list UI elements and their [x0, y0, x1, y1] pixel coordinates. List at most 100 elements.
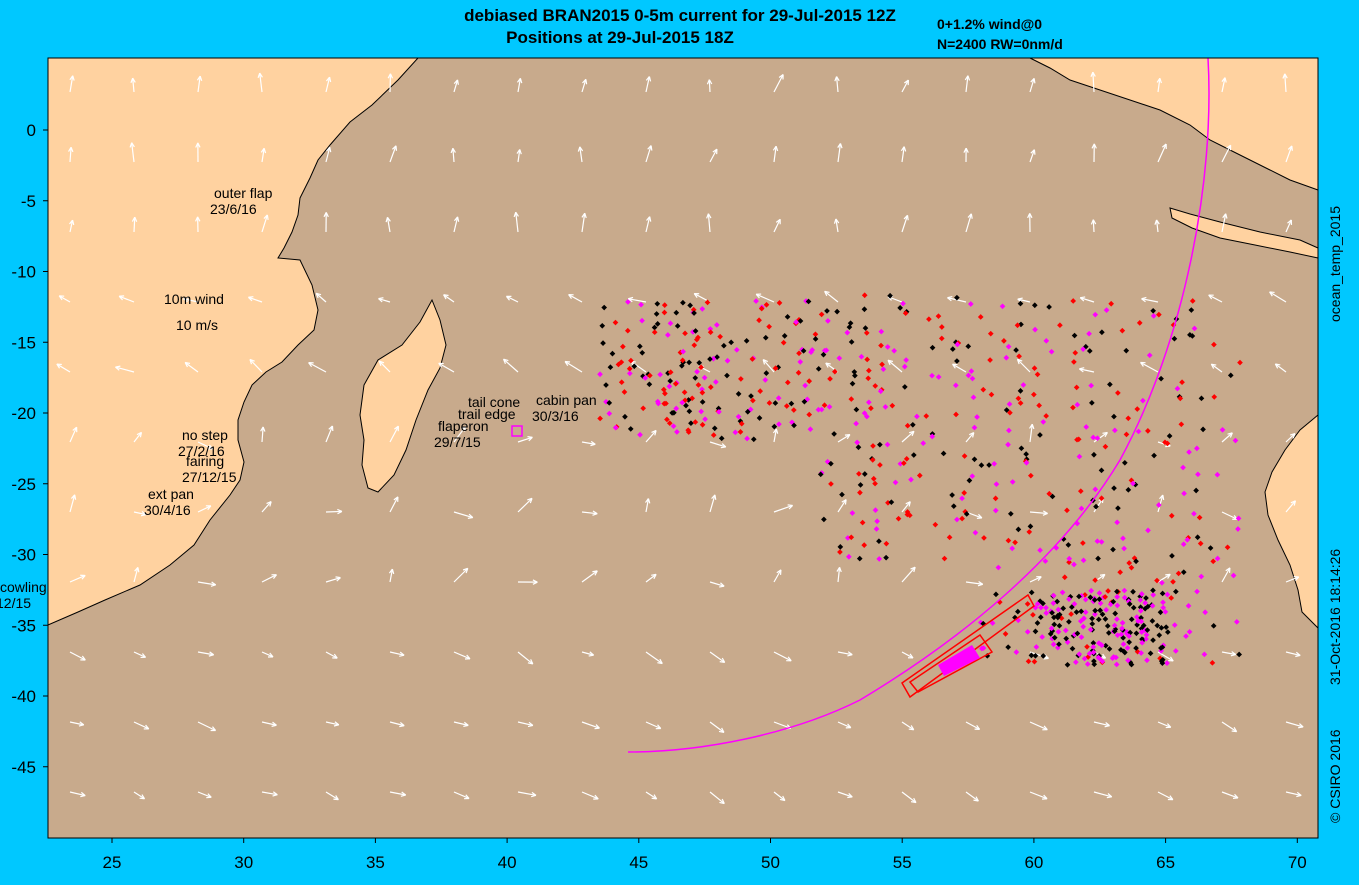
wind-arrow — [709, 441, 727, 449]
drift-particle — [612, 424, 619, 431]
wind-arrow — [260, 147, 267, 163]
wind-arrow — [568, 293, 583, 303]
wind-arrow — [773, 504, 794, 513]
drift-particle — [793, 319, 799, 325]
drift-particle — [1034, 601, 1041, 607]
drift-particle — [1025, 658, 1032, 665]
wind-arrow — [56, 363, 71, 373]
y-tick-label: -40 — [11, 687, 36, 706]
drift-particle — [1125, 487, 1132, 493]
wind-arrow — [517, 651, 534, 665]
wind-arrow — [261, 651, 274, 658]
drift-particle — [812, 336, 819, 342]
drift-particle — [1145, 603, 1151, 610]
drift-particle — [1071, 332, 1078, 339]
drift-particle — [1064, 507, 1070, 514]
drift-particle — [903, 357, 909, 363]
drift-particle — [801, 398, 808, 405]
drift-particle — [974, 414, 980, 420]
drift-particle — [923, 413, 930, 419]
drift-particle — [1171, 335, 1178, 342]
wind-arrow — [1029, 149, 1036, 163]
wind-legend-scale: 10 m/s — [176, 317, 219, 333]
x-tick-label: 70 — [1288, 853, 1307, 872]
drift-particle — [1233, 619, 1240, 625]
drift-particle — [910, 421, 916, 428]
drift-particle — [954, 341, 961, 348]
drift-particle — [1143, 636, 1149, 642]
wind-arrow — [68, 146, 74, 163]
drift-particle — [1156, 632, 1163, 638]
drift-particle — [631, 363, 638, 370]
drift-particle — [1103, 607, 1109, 613]
drift-particle — [694, 368, 700, 375]
drift-particle — [977, 314, 984, 320]
drift-particle — [1001, 338, 1007, 344]
wind-arrow — [389, 721, 405, 728]
drift-particle — [1194, 588, 1200, 595]
debris-label-cabin-pan: cabin pan 30/3/16 — [532, 392, 597, 424]
drift-particle — [1063, 635, 1070, 642]
drift-particle — [1055, 606, 1062, 613]
drift-particle — [796, 350, 802, 357]
wind-arrow — [197, 791, 212, 799]
drift-particle — [1082, 609, 1089, 616]
drift-particle — [1144, 627, 1151, 633]
drift-particle — [1074, 630, 1081, 637]
drift-particle — [981, 535, 987, 541]
debris-label-cowling: cowling12/15 — [0, 579, 47, 611]
wind-arrow — [130, 77, 136, 93]
drift-particle — [1164, 660, 1170, 666]
drift-particle — [646, 381, 653, 388]
drift-particle — [1134, 622, 1140, 628]
wind-arrow — [1093, 721, 1110, 728]
wind-arrow — [1079, 367, 1095, 373]
wind-arrow — [1285, 651, 1301, 658]
drift-particle — [1138, 615, 1144, 621]
drift-particle — [1049, 493, 1056, 500]
wind-arrow — [378, 360, 391, 373]
wind-arrow — [755, 293, 775, 303]
drift-particle — [710, 355, 717, 362]
drift-particle — [622, 413, 628, 420]
wind-arrow — [1221, 432, 1233, 443]
drift-particle — [1096, 596, 1103, 603]
drift-particle — [1105, 588, 1111, 594]
drift-particle — [891, 347, 897, 354]
drift-particle — [1098, 467, 1105, 474]
drift-particle — [1120, 535, 1126, 542]
drift-particle — [749, 356, 756, 362]
drift-particle — [711, 425, 718, 432]
wind-arrow — [1282, 73, 1288, 93]
wind-arrow — [901, 79, 909, 93]
wind-arrow — [965, 721, 981, 730]
drift-particle — [863, 330, 870, 336]
drift-particle — [901, 363, 908, 370]
drift-particle — [815, 365, 822, 372]
drift-particle — [1089, 615, 1095, 622]
drift-particle — [1099, 611, 1106, 618]
drift-particle — [1135, 618, 1141, 624]
drift-particle — [1095, 555, 1101, 562]
drift-particle — [883, 540, 890, 547]
drift-particle — [707, 384, 714, 390]
drift-particle — [968, 368, 975, 374]
drift-particle — [695, 382, 702, 388]
drift-particle — [1005, 644, 1011, 651]
x-tick-label: 55 — [893, 853, 912, 872]
wind-arrow — [773, 74, 784, 93]
drift-particle — [1005, 441, 1011, 448]
drift-particle — [978, 645, 985, 652]
drift-particle — [1121, 587, 1128, 594]
wind-arrow — [1029, 576, 1042, 583]
drift-particle — [654, 321, 661, 327]
wind-arrow — [257, 72, 263, 93]
drift-particle — [639, 349, 646, 356]
drift-particle — [952, 382, 959, 389]
drift-particle — [1227, 372, 1234, 379]
drift-particle — [1174, 385, 1181, 392]
drift-particle — [724, 357, 731, 364]
drift-particle — [971, 456, 978, 463]
wind-arrow — [1029, 791, 1048, 800]
drift-particle — [1091, 597, 1098, 603]
